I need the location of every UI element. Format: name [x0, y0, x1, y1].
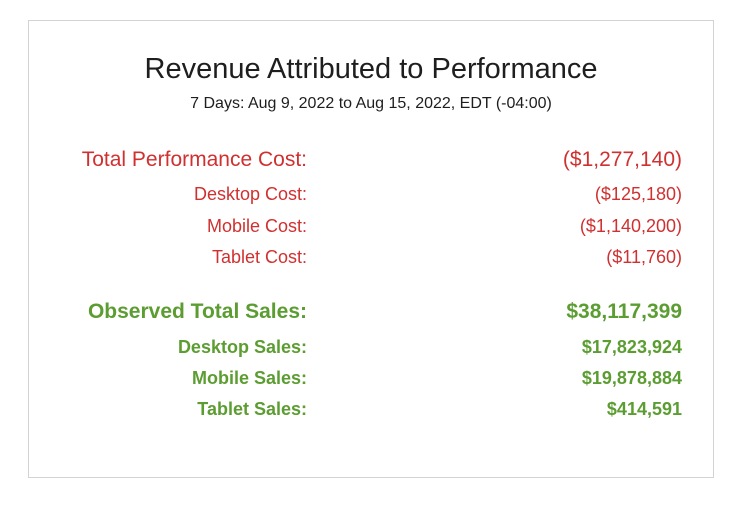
tablet-cost-label: Tablet Cost:	[211, 247, 307, 267]
tablet-sales-value: $414,591	[606, 399, 682, 419]
desktop-sales-label: Desktop Sales:	[177, 337, 307, 357]
mobile-sales-value: $19,878,884	[581, 368, 682, 388]
observed-total-sales-value: $38,117,399	[566, 300, 682, 323]
mobile-sales-label: Mobile Sales:	[191, 368, 307, 388]
mobile-cost-value: ($1,140,200)	[579, 216, 682, 236]
desktop-cost-label: Desktop Cost:	[193, 184, 307, 204]
tablet-sales-label: Tablet Sales:	[197, 399, 307, 419]
total-performance-cost-label: Total Performance Cost:	[81, 148, 307, 171]
report-title: Revenue Attributed to Performance	[144, 53, 598, 85]
total-performance-cost-row: Total Performance Cost: ($1,277,140)	[29, 147, 713, 173]
desktop-cost-value: ($125,180)	[594, 184, 682, 204]
mobile-cost-label: Mobile Cost:	[206, 216, 307, 236]
report-date-range: 7 Days: Aug 9, 2022 to Aug 15, 2022, EDT…	[190, 95, 552, 112]
observed-total-sales-row: Observed Total Sales: $38,117,399	[29, 299, 713, 325]
revenue-report-card: Revenue Attributed to Performance 7 Days…	[28, 20, 714, 478]
tablet-cost-value: ($11,760)	[606, 247, 682, 267]
mobile-cost-row: Mobile Cost: ($1,140,200)	[29, 215, 713, 237]
desktop-cost-row: Desktop Cost: ($125,180)	[29, 183, 713, 205]
total-performance-cost-value: ($1,277,140)	[562, 148, 682, 171]
tablet-sales-row: Tablet Sales: $414,591	[29, 398, 713, 420]
tablet-cost-row: Tablet Cost: ($11,760)	[29, 246, 713, 268]
mobile-sales-row: Mobile Sales: $19,878,884	[29, 367, 713, 389]
desktop-sales-value: $17,823,924	[581, 337, 682, 357]
observed-total-sales-label: Observed Total Sales:	[87, 300, 307, 323]
desktop-sales-row: Desktop Sales: $17,823,924	[29, 336, 713, 358]
